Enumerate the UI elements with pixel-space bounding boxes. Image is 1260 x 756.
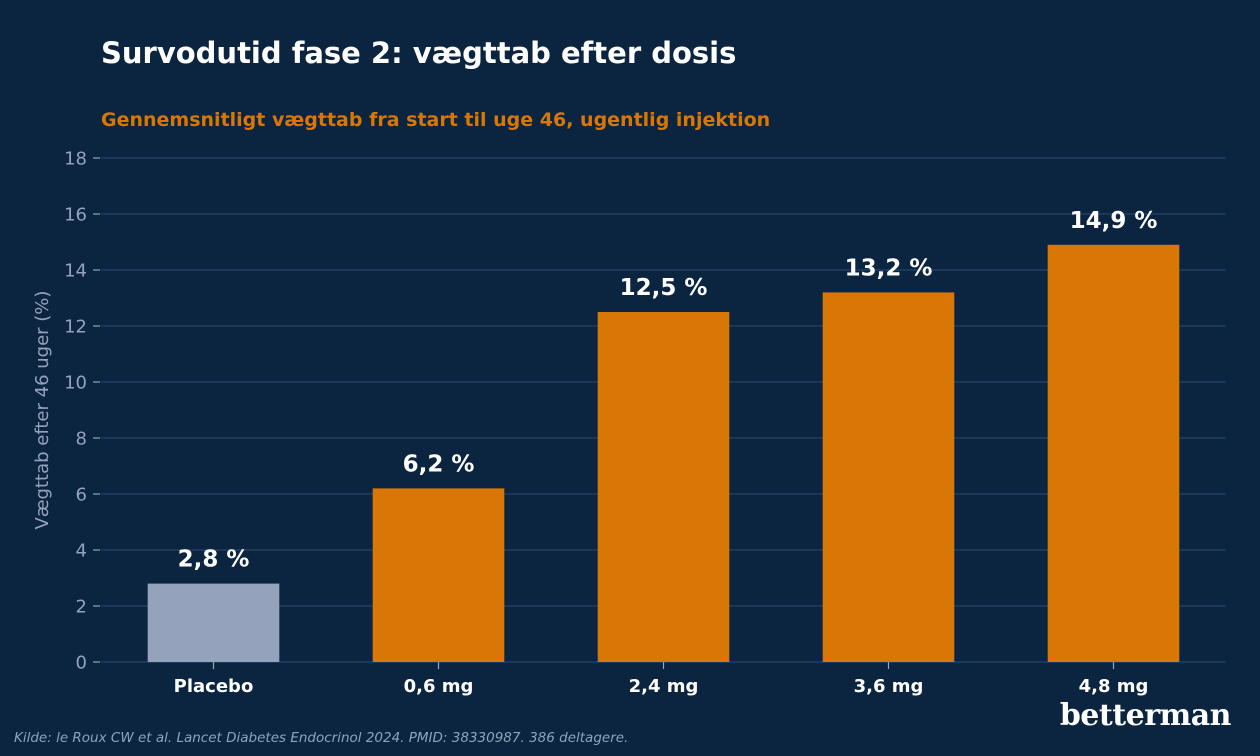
- y-tick-label: 6: [76, 485, 87, 506]
- x-tick-label: 2,4 mg: [629, 676, 699, 697]
- bar-4: [822, 292, 955, 662]
- chart-title: Survodutid fase 2: vægttab efter dosis: [101, 36, 737, 70]
- data-label: 14,9 %: [1070, 208, 1158, 234]
- y-tick-label: 14: [64, 261, 87, 282]
- y-tick-label: 10: [64, 373, 87, 394]
- bar-2: [372, 488, 505, 662]
- bars: [147, 244, 1180, 663]
- data-label: 13,2 %: [845, 255, 933, 281]
- data-label: 12,5 %: [620, 275, 708, 301]
- bar-1: [147, 583, 280, 662]
- x-tick-label: 3,6 mg: [854, 676, 924, 697]
- bar-5: [1047, 244, 1180, 663]
- y-tick-label: 12: [64, 317, 87, 338]
- data-label: 2,8 %: [178, 547, 250, 573]
- data-label: 6,2 %: [403, 451, 475, 477]
- chart-subtitle: Gennemsnitligt vægttab fra start til uge…: [101, 109, 771, 131]
- y-tick-label: 8: [76, 429, 87, 450]
- x-tick-label: Placebo: [174, 676, 254, 697]
- y-axis-label: Vægttab efter 46 uger (%): [32, 291, 53, 530]
- bar-3: [597, 312, 730, 662]
- source-note: Kilde: le Roux CW et al. Lancet Diabetes…: [14, 730, 629, 746]
- y-tick-label: 2: [76, 597, 87, 618]
- y-tick-label: 4: [76, 541, 87, 562]
- y-tick-label: 16: [64, 205, 87, 226]
- y-tick-label: 0: [76, 653, 87, 674]
- data-labels: 2,8 % 6,2 % 12,5 % 13,2 % 14,9 %: [178, 208, 1158, 573]
- axes: 0 2 4 6 8 10 12 14 16 18 Vægttab efter 46 uger (%)…: [32, 149, 1148, 698]
- y-tick-label: 18: [64, 149, 87, 170]
- brand-logo: betterman: [1059, 698, 1232, 733]
- x-tick-label: 4,8 mg: [1079, 676, 1149, 697]
- x-tick-label: 0,6 mg: [404, 676, 474, 697]
